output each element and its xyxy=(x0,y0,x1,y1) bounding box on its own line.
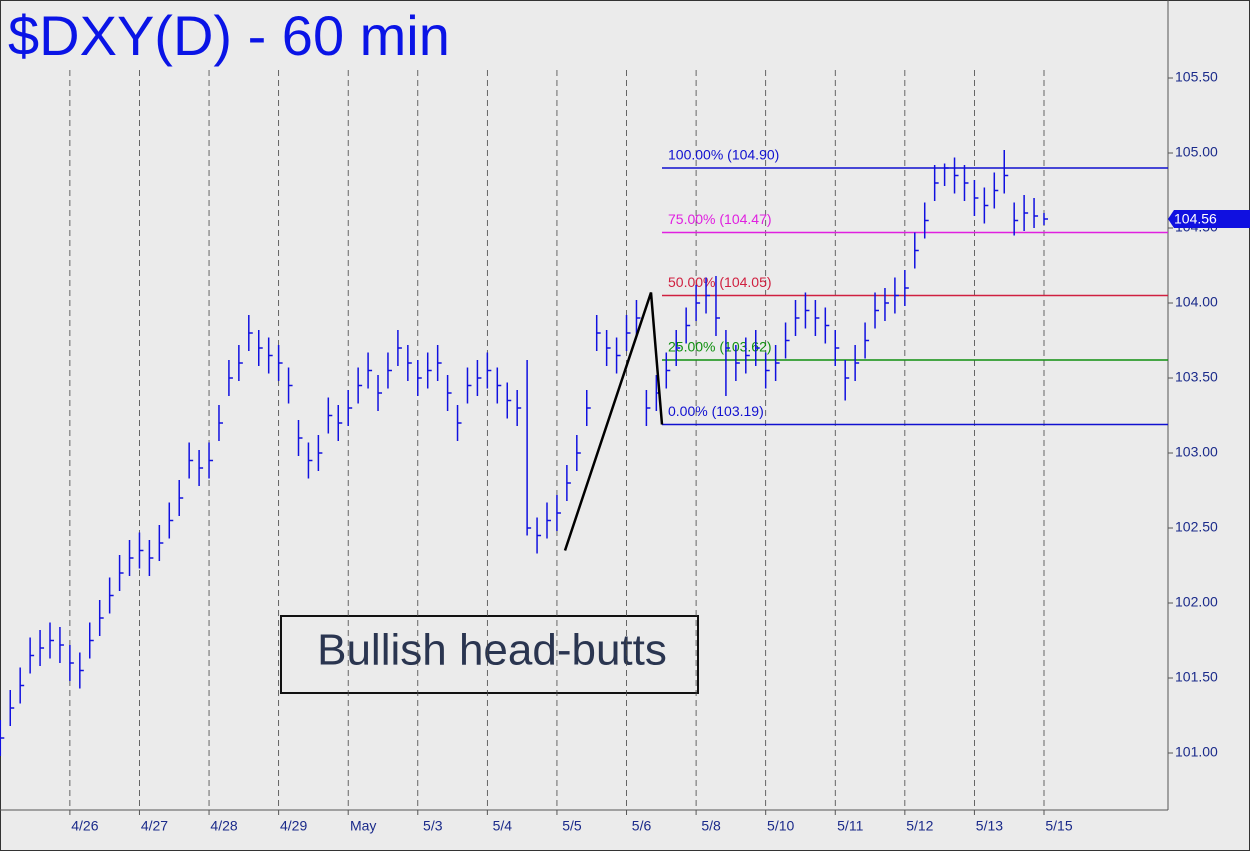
x-tick-label: 5/13 xyxy=(976,818,1003,834)
price-tag xyxy=(1168,210,1250,228)
price-tag-label: 104.56 xyxy=(1174,211,1217,227)
annotation: Bullish head-butts xyxy=(317,626,667,675)
y-tick-label: 102.00 xyxy=(1175,594,1218,610)
y-tick-label: 105.00 xyxy=(1175,144,1218,160)
y-tick-label: 103.00 xyxy=(1175,444,1218,460)
y-tick-label: 104.00 xyxy=(1175,294,1218,310)
fib-label: 75.00% (104.47) xyxy=(668,211,772,227)
pattern-line xyxy=(563,292,664,551)
x-tick-label: 5/4 xyxy=(493,818,513,834)
x-tick-label: 4/29 xyxy=(280,818,307,834)
x-tick-label: 5/8 xyxy=(701,818,721,834)
x-tick-label: 4/28 xyxy=(210,818,237,834)
x-tick-label: 5/3 xyxy=(423,818,443,834)
fib-label: 100.00% (104.90) xyxy=(668,147,779,163)
x-tick-label: May xyxy=(350,818,376,834)
y-tick-label: 103.50 xyxy=(1175,369,1218,385)
x-tick-label: 5/10 xyxy=(767,818,794,834)
annotation-box xyxy=(280,615,699,694)
fib-label: 0.00% (103.19) xyxy=(668,403,764,419)
x-tick-label: 4/26 xyxy=(71,818,98,834)
fib-label: 50.00% (104.05) xyxy=(668,274,772,290)
x-tick-label: 4/27 xyxy=(141,818,168,834)
x-tick-label: 5/12 xyxy=(906,818,933,834)
x-tick-label: 5/6 xyxy=(632,818,652,834)
x-tick-label: 5/11 xyxy=(837,818,863,834)
x-tick-label: 5/15 xyxy=(1045,818,1072,834)
y-tick-label: 102.50 xyxy=(1175,519,1218,535)
y-tick-label: 105.50 xyxy=(1175,69,1218,85)
y-tick-label: 101.00 xyxy=(1175,744,1218,760)
y-tick-label: 101.50 xyxy=(1175,669,1218,685)
x-tick-label: 5/5 xyxy=(562,818,582,834)
chart-title: $DXY(D) - 60 min xyxy=(8,4,450,67)
